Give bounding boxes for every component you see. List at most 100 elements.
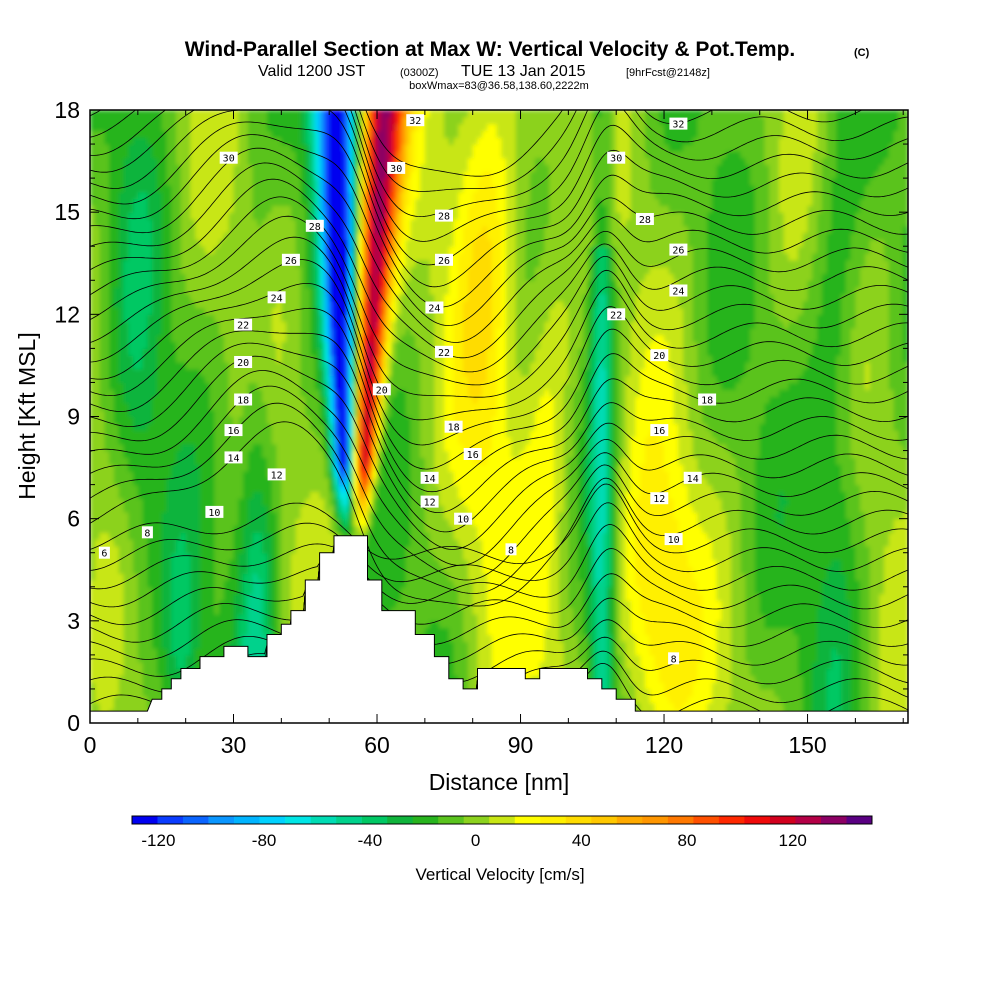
velocity-cell [152, 341, 158, 349]
velocity-cell [94, 171, 101, 179]
velocity-cell [156, 675, 163, 683]
velocity-cell [90, 191, 96, 200]
velocity-cell [94, 280, 101, 288]
velocity-cell [180, 253, 187, 261]
velocity-cell [161, 287, 168, 295]
velocity-cell [262, 191, 268, 200]
velocity-cell [257, 423, 263, 431]
velocity-cell [128, 144, 134, 152]
velocity-cell [195, 293, 201, 302]
velocity-cell [104, 668, 110, 676]
velocity-cell [123, 389, 129, 397]
velocity-cell [290, 280, 297, 288]
velocity-cell [223, 293, 230, 302]
velocity-cell [133, 443, 139, 452]
velocity-cell [324, 498, 330, 506]
velocity-cell [243, 375, 249, 384]
velocity-cell [295, 150, 302, 159]
velocity-cell [118, 341, 125, 349]
velocity-cell [195, 511, 201, 520]
velocity-cell [243, 184, 249, 193]
velocity-cell [171, 586, 177, 595]
velocity-cell [99, 123, 105, 132]
velocity-cell [180, 627, 187, 636]
velocity-cell [214, 491, 220, 499]
velocity-cell [123, 559, 129, 567]
velocity-cell [195, 157, 201, 166]
velocity-cell [176, 218, 182, 227]
velocity-cell [109, 218, 115, 227]
velocity-cell [133, 273, 139, 281]
velocity-cell [262, 464, 268, 472]
velocity-cell [223, 600, 230, 608]
velocity-cell [90, 620, 96, 629]
velocity-cell [338, 457, 345, 465]
velocity-cell [314, 491, 321, 499]
velocity-cell [257, 205, 263, 213]
velocity-cell [190, 334, 196, 343]
velocity-cell [252, 253, 259, 261]
velocity-cell [118, 327, 125, 336]
velocity-cell [190, 389, 196, 397]
velocity-cell [290, 409, 297, 418]
velocity-cell [214, 150, 220, 159]
velocity-cell [348, 130, 354, 138]
velocity-cell [204, 464, 211, 472]
velocity-cell [137, 648, 144, 656]
velocity-cell [252, 396, 259, 404]
velocity-cell [123, 334, 129, 343]
velocity-cell [276, 355, 282, 363]
velocity-cell [324, 545, 330, 554]
velocity-cell [109, 545, 115, 554]
velocity-cell [233, 579, 239, 588]
velocity-cell [243, 348, 249, 356]
velocity-cell [271, 164, 278, 172]
velocity-cell [281, 116, 287, 125]
velocity-cell [109, 695, 115, 704]
velocity-cell [262, 334, 268, 343]
velocity-cell [171, 110, 177, 118]
velocity-cell [286, 491, 292, 499]
velocity-cell [156, 627, 163, 636]
velocity-cell [90, 273, 96, 281]
velocity-cell [104, 579, 110, 588]
velocity-cell [228, 593, 235, 601]
velocity-cell [266, 464, 273, 472]
velocity-cell [128, 416, 134, 424]
velocity-cell [176, 355, 182, 363]
velocity-cell [113, 559, 120, 567]
velocity-cell [276, 491, 282, 499]
velocity-cell [137, 682, 144, 690]
velocity-cell [171, 205, 177, 213]
velocity-cell [266, 402, 273, 411]
velocity-cell [161, 654, 168, 663]
velocity-cell [262, 116, 268, 125]
velocity-cell [109, 409, 115, 418]
velocity-cell [353, 477, 359, 486]
velocity-cell [252, 184, 259, 193]
velocity-cell [295, 348, 302, 356]
velocity-cell [305, 171, 311, 179]
velocity-cell [195, 130, 201, 138]
velocity-cell [180, 368, 187, 377]
velocity-cell [204, 532, 211, 540]
velocity-cell [228, 341, 235, 349]
velocity-cell [266, 375, 273, 384]
velocity-cell [142, 164, 148, 172]
velocity-cell [290, 171, 297, 179]
velocity-cell [137, 416, 144, 424]
velocity-cell [295, 327, 302, 336]
velocity-cell [271, 593, 278, 601]
velocity-cell [338, 416, 345, 424]
velocity-cell [333, 525, 340, 533]
velocity-cell [171, 518, 177, 527]
velocity-cell [128, 137, 134, 145]
velocity-cell [104, 518, 110, 527]
velocity-cell [190, 123, 196, 132]
velocity-cell [300, 559, 306, 567]
velocity-cell [156, 375, 163, 384]
velocity-cell [343, 470, 349, 479]
velocity-cell [333, 116, 340, 125]
velocity-cell [142, 137, 148, 145]
